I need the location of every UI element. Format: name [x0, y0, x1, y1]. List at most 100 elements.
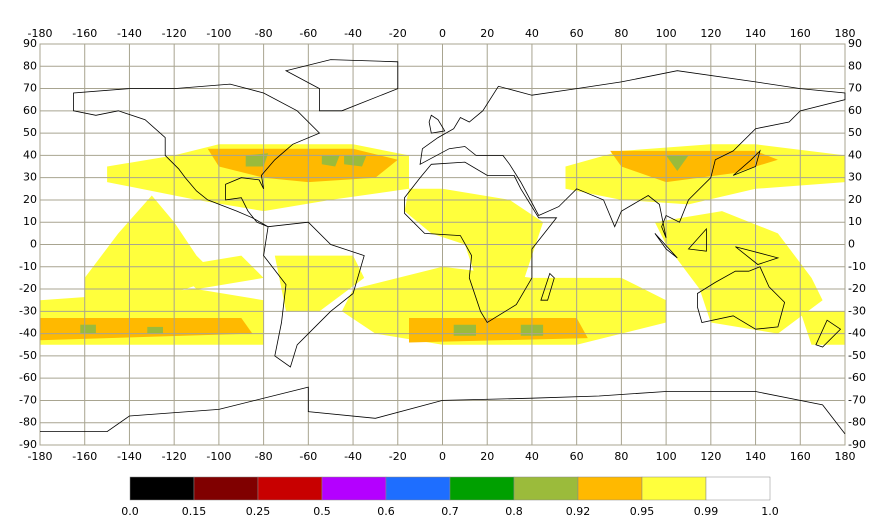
y-tick-label: 20 [848, 193, 862, 206]
colorbar-label: 0.0 [121, 505, 139, 518]
value-region [453, 324, 476, 336]
y-tick-label: -30 [19, 304, 37, 317]
x-tick-label: 100 [656, 27, 677, 40]
x-tick-label: -160 [72, 450, 97, 463]
y-tick-label: -70 [19, 393, 37, 406]
colorbar-swatch [577, 476, 643, 501]
colorbar: 0.0 0.15 0.25 0.5 0.6 0.7 0.8 0.92 0.95 0.99 1.0 [121, 476, 779, 518]
colorbar-swatch [129, 476, 195, 501]
y-tick-label: 10 [848, 215, 862, 228]
coastline [73, 83, 321, 228]
x-tick-label: 80 [614, 27, 628, 40]
y-tick-label: -10 [848, 260, 866, 273]
coastline [419, 70, 846, 238]
coastlines [40, 59, 846, 435]
y-tick-label: 10 [23, 215, 37, 228]
x-tick-label: -180 [28, 450, 53, 463]
colorbar-label: 0.92 [566, 505, 591, 518]
x-tick-label: -40 [344, 27, 362, 40]
y-tick-label: 60 [848, 104, 862, 117]
x-tick-label: -40 [344, 450, 362, 463]
x-tick-label: 0 [439, 450, 446, 463]
y-tick-label: 90 [848, 37, 862, 50]
y-tick-label: -40 [19, 327, 37, 340]
colorbar-label: 1.0 [761, 505, 779, 518]
colorbar-swatch [385, 476, 451, 501]
y-tick-label: -60 [19, 371, 37, 384]
y-tick-label: -50 [848, 349, 866, 362]
plot-border [39, 43, 846, 446]
x-tick-label: 140 [745, 450, 766, 463]
x-tick-label: -120 [162, 27, 187, 40]
x-tick-label: -120 [162, 450, 187, 463]
x-tick-label: -60 [299, 27, 317, 40]
value-region [800, 311, 845, 345]
y-tick-label: 0 [848, 238, 855, 251]
y-tick-label: -20 [19, 282, 37, 295]
colorbar-swatch [449, 476, 515, 501]
y-tick-label: 0 [30, 238, 37, 251]
x-tick-label: -80 [255, 450, 273, 463]
value-region [409, 318, 588, 343]
value-region [321, 155, 340, 167]
y-tick-label: 50 [23, 126, 37, 139]
x-tick-label: 100 [656, 450, 677, 463]
coastline [687, 227, 707, 252]
value-region [80, 324, 96, 334]
y-tick-label: 30 [23, 171, 37, 184]
x-tick-label: -20 [389, 27, 407, 40]
x-tick-label: -140 [117, 27, 142, 40]
value-region [654, 211, 823, 334]
coastline [428, 114, 446, 134]
axis-labels: -180-180-160-160-140-140-120-120-100-100… [19, 27, 866, 463]
colorbar-swatch [641, 476, 707, 501]
x-tick-label: 140 [745, 27, 766, 40]
colorbar-label: 0.6 [377, 505, 395, 518]
y-tick-label: 80 [23, 59, 37, 72]
x-tick-label: 120 [700, 27, 721, 40]
x-tick-label: 20 [480, 450, 494, 463]
coastline [732, 149, 761, 176]
x-tick-label: 20 [480, 27, 494, 40]
y-tick-label: -70 [848, 393, 866, 406]
colorbar-label: 0.95 [630, 505, 655, 518]
coastline [284, 59, 399, 112]
colorbar-swatch [193, 476, 259, 501]
y-tick-label: -20 [848, 282, 866, 295]
x-tick-label: 180 [835, 27, 856, 40]
value-region [274, 255, 365, 312]
x-tick-label: 80 [614, 450, 628, 463]
colorbar-swatch [321, 476, 387, 501]
y-tick-label: 20 [23, 193, 37, 206]
coastline [404, 161, 558, 324]
coastline [540, 272, 555, 301]
value-region [344, 155, 367, 167]
coastline [735, 246, 780, 265]
colorbar-label: 0.15 [182, 505, 207, 518]
y-tick-label: 60 [23, 104, 37, 117]
colorbar-label: 0.25 [246, 505, 271, 518]
colorbar-swatch [705, 476, 771, 501]
colorbar-label: 0.8 [505, 505, 523, 518]
x-tick-label: -180 [28, 27, 53, 40]
x-tick-label: 120 [700, 450, 721, 463]
x-tick-label: -100 [206, 450, 231, 463]
coastline [654, 233, 678, 259]
y-tick-label: 90 [23, 37, 37, 50]
y-tick-label: 80 [848, 59, 862, 72]
x-tick-label: 160 [790, 27, 811, 40]
x-tick-label: 180 [835, 450, 856, 463]
value-region [666, 155, 689, 171]
y-tick-label: -90 [19, 438, 37, 451]
y-tick-label: 30 [848, 171, 862, 184]
y-tick-label: -30 [848, 304, 866, 317]
value-region [245, 153, 269, 167]
coastline [263, 221, 365, 368]
value-region [610, 150, 778, 183]
value-region [40, 318, 253, 341]
y-tick-label: 40 [848, 148, 862, 161]
x-tick-label: 40 [525, 27, 539, 40]
y-tick-label: 70 [23, 82, 37, 95]
y-tick-label: -50 [19, 349, 37, 362]
